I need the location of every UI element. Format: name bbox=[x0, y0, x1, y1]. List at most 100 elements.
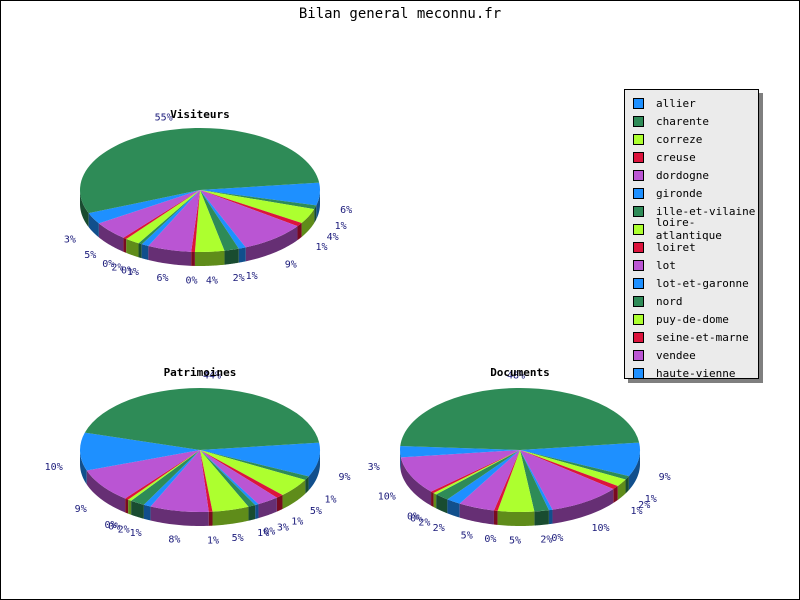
pie-label-2-2: 2% bbox=[638, 500, 650, 511]
pie-label-0-5: 1% bbox=[246, 271, 258, 282]
pie-slice-1-16 bbox=[84, 388, 320, 450]
pie-slice-2-6 bbox=[520, 450, 549, 512]
legend-item-vendee: vendee bbox=[633, 346, 696, 364]
legend-label: puy-de-dome bbox=[656, 312, 729, 326]
pie-label-0-2: 4% bbox=[327, 232, 339, 243]
pie-label-2-9: 5% bbox=[461, 530, 473, 541]
pie-side-1-13 bbox=[125, 498, 129, 514]
legend-label: loiret bbox=[656, 240, 696, 254]
pie-label-0-8: 0% bbox=[185, 276, 197, 287]
pie-side-0-0 bbox=[316, 190, 320, 220]
pie-side-0-4 bbox=[245, 226, 298, 262]
pie-side-0-8 bbox=[191, 251, 195, 266]
pie-side-0-1 bbox=[314, 205, 317, 224]
pie-slice-2-10 bbox=[447, 450, 520, 504]
pie-slice-0-14 bbox=[98, 190, 200, 238]
legend-label: gironde bbox=[656, 186, 703, 200]
legend-swatch bbox=[633, 97, 644, 109]
pie-label-2-11: 2% bbox=[418, 517, 430, 528]
pie-slice-0-3 bbox=[200, 190, 302, 227]
pie-slice-2-9 bbox=[459, 450, 520, 511]
pie-visiteurs: 6%1%4%1%9%1%2%4%0%6%1%0%2%0%5%3%55%Visit… bbox=[64, 108, 352, 287]
pie-side-2-9 bbox=[459, 503, 494, 525]
pie-slice-1-15 bbox=[80, 432, 200, 471]
legend-swatch bbox=[633, 349, 644, 361]
pie-label-0-11: 0% bbox=[121, 266, 133, 277]
pie-label-2-14: 10% bbox=[378, 491, 396, 502]
pie-label-1-1: 1% bbox=[324, 494, 336, 505]
pie-side-1-6 bbox=[248, 505, 256, 521]
pie-slice-0-1 bbox=[200, 190, 317, 210]
legend-label: lot-et-garonne bbox=[656, 276, 749, 290]
pie-label-1-7: 5% bbox=[232, 533, 244, 544]
legend-item-seine-et-marne: seine-et-marne bbox=[633, 328, 749, 346]
pie-side-1-3 bbox=[276, 495, 283, 512]
pie-side-0-15 bbox=[88, 213, 99, 238]
legend-item-allier: allier bbox=[633, 94, 696, 112]
legend-item-gironde: gironde bbox=[633, 184, 702, 202]
pie-slice-0-13 bbox=[123, 190, 200, 239]
legend-swatch bbox=[633, 151, 644, 163]
pie-side-2-1 bbox=[625, 476, 629, 494]
legend-item-lot: lot bbox=[633, 256, 676, 274]
pie-label-2-12: 0% bbox=[410, 513, 422, 524]
legend-swatch bbox=[633, 169, 644, 181]
legend-item-loire-atlantique: loire-atlantique bbox=[633, 216, 758, 242]
pie-label-0-1: 1% bbox=[335, 221, 347, 232]
pie-side-2-15 bbox=[400, 450, 401, 472]
pie-label-0-13: 0% bbox=[102, 259, 114, 270]
pie-side-0-13 bbox=[123, 237, 127, 253]
pie-label-0-14: 5% bbox=[84, 250, 96, 261]
legend-swatch bbox=[633, 295, 644, 307]
pie-side-1-2 bbox=[282, 479, 306, 510]
pie-label-2-15: 3% bbox=[368, 462, 380, 473]
pie-slice-0-0 bbox=[200, 182, 321, 206]
legend-item-charente: charente bbox=[633, 112, 709, 130]
pie-label-1-6: 1% bbox=[257, 528, 269, 539]
pie-slice-2-4 bbox=[520, 450, 614, 510]
pie-label-2-8: 0% bbox=[484, 534, 496, 545]
pie-label-1-10: 1% bbox=[130, 528, 142, 539]
pie-side-2-0 bbox=[628, 450, 640, 491]
legend-item-ille-et-vilaine: ille-et-vilaine bbox=[633, 202, 755, 220]
pie-slice-1-9 bbox=[150, 450, 209, 512]
pie-slice-1-14 bbox=[86, 450, 200, 499]
pie-slice-0-4 bbox=[200, 190, 298, 248]
pie-slice-1-11 bbox=[131, 450, 200, 505]
legend-label: loire-atlantique bbox=[655, 216, 722, 242]
pie-side-1-1 bbox=[305, 476, 309, 494]
legend-swatch bbox=[633, 187, 644, 199]
pie-slice-1-2 bbox=[200, 450, 306, 496]
legend-swatch bbox=[633, 331, 644, 343]
pie-slice-2-5 bbox=[520, 450, 553, 511]
pie-side-0-9 bbox=[148, 245, 192, 266]
pie-side-0-3 bbox=[297, 222, 302, 241]
legend-swatch bbox=[633, 259, 644, 271]
pie-side-2-10 bbox=[447, 499, 460, 518]
pie-side-1-14 bbox=[86, 470, 126, 513]
pie-side-1-15 bbox=[80, 450, 87, 485]
legend-label: correze bbox=[656, 132, 703, 146]
pie-side-1-12 bbox=[128, 499, 132, 515]
pie-label-0-0: 6% bbox=[340, 205, 352, 216]
pie-side-2-2 bbox=[617, 479, 626, 500]
pie-label-1-16: 44% bbox=[203, 371, 221, 382]
pie-slice-1-3 bbox=[200, 450, 283, 498]
pie-side-2-3 bbox=[613, 485, 618, 504]
pie-label-0-10: 1% bbox=[127, 267, 139, 278]
pie-side-2-13 bbox=[431, 491, 434, 508]
pie-slice-0-9 bbox=[148, 190, 200, 252]
pie-slice-1-0 bbox=[200, 442, 321, 477]
pie-label-1-15: 10% bbox=[45, 462, 63, 473]
pie-label-1-0: 9% bbox=[338, 472, 350, 483]
legend-item-nord: nord bbox=[633, 292, 683, 310]
pie-side-2-11 bbox=[436, 494, 448, 514]
pie-slice-0-16 bbox=[80, 127, 320, 214]
legend-swatch bbox=[633, 223, 644, 235]
pie-side-2-7 bbox=[497, 510, 535, 526]
legend-item-dordogne: dordogne bbox=[633, 166, 709, 184]
pie-slice-0-7 bbox=[194, 190, 225, 252]
legend-label: lot bbox=[656, 258, 676, 272]
legend-item-correze: correze bbox=[633, 130, 702, 148]
